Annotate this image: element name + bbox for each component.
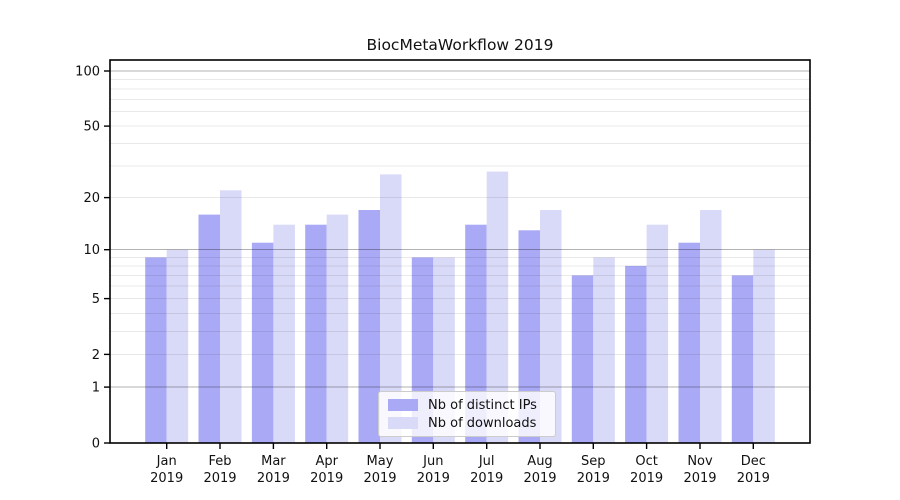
x-tick-year-apr: 2019	[310, 471, 343, 486]
x-tick-year-jul: 2019	[470, 471, 503, 486]
x-axis: Jan 2019 Feb 2019 Mar 2019 Apr 2019 May 2019 Jun 20…	[150, 443, 770, 486]
bar-downloads-apr	[326, 214, 349, 443]
chart-title: BiocMetaWorkflow 2019	[366, 36, 554, 54]
y-tick-label-100: 100	[75, 65, 100, 80]
x-tick-label-feb: Feb	[208, 454, 231, 469]
bar-distinct-ips-aug	[518, 230, 540, 443]
bar-downloads-sep	[593, 257, 615, 443]
bar-downloads-oct	[646, 224, 669, 443]
y-tick-label-0: 0	[92, 437, 100, 452]
x-tick-label-jan: Jan	[156, 454, 177, 469]
x-tick-label-mar: Mar	[261, 454, 286, 469]
x-tick-label-dec: Dec	[741, 454, 766, 469]
y-tick-label-5: 5	[92, 292, 100, 307]
bar-downloads-feb	[220, 190, 242, 443]
y-tick-label-10: 10	[83, 243, 100, 258]
legend: Nb of distinct IPs Nb of downloads	[378, 391, 556, 437]
bar-distinct-ips-jan	[145, 257, 167, 443]
legend-label-distinct-ips: Nb of distinct IPs	[428, 397, 537, 413]
legend-item-downloads: Nb of downloads	[388, 416, 547, 431]
axes-spines	[109, 59, 811, 444]
x-tick-year-feb: 2019	[203, 471, 236, 486]
bar-distinct-ips-oct	[625, 265, 647, 443]
bar-downloads-jan	[166, 249, 189, 443]
bar-downloads-dec	[753, 249, 775, 443]
y-tick-label-2: 2	[92, 348, 100, 363]
x-tick-year-jan: 2019	[150, 471, 183, 486]
y-tick-label-20: 20	[83, 191, 100, 206]
y-tick-label-1: 1	[92, 381, 100, 396]
bar-distinct-ips-apr	[305, 224, 327, 443]
x-tick-label-jun: Jun	[422, 454, 443, 469]
x-tick-year-sep: 2019	[577, 471, 610, 486]
x-tick-year-jun: 2019	[417, 471, 450, 486]
legend-swatch-downloads	[388, 417, 418, 429]
bar-downloads-nov	[700, 210, 722, 443]
bar-downloads-jul	[486, 171, 509, 443]
bar-distinct-ips-jul	[465, 224, 487, 443]
x-tick-label-oct: Oct	[635, 454, 657, 469]
bar-distinct-ips-feb	[198, 214, 220, 443]
bar-downloads-mar	[273, 224, 295, 443]
bar-distinct-ips-nov	[678, 242, 700, 443]
x-tick-label-sep: Sep	[581, 454, 606, 469]
x-tick-label-may: May	[367, 454, 394, 469]
gridlines-group	[110, 70, 810, 388]
legend-swatch-distinct-ips	[388, 399, 418, 411]
bar-downloads-may	[380, 174, 402, 443]
x-tick-year-may: 2019	[363, 471, 396, 486]
bar-distinct-ips-dec	[731, 275, 754, 443]
x-tick-label-aug: Aug	[527, 454, 552, 469]
x-tick-year-oct: 2019	[630, 471, 663, 486]
x-tick-label-jul: Jul	[478, 454, 495, 469]
x-tick-year-mar: 2019	[257, 471, 290, 486]
x-tick-label-apr: Apr	[315, 454, 338, 469]
bar-distinct-ips-may	[358, 210, 380, 443]
bar-downloads-aug	[540, 210, 562, 443]
legend-label-downloads: Nb of downloads	[428, 415, 537, 431]
x-tick-label-nov: Nov	[687, 454, 713, 469]
x-tick-year-aug: 2019	[523, 471, 556, 486]
x-tick-year-nov: 2019	[683, 471, 716, 486]
y-axis: 0 1 2 5 10 20 50 100	[75, 65, 110, 452]
x-tick-year-dec: 2019	[737, 471, 770, 486]
legend-item-distinct-ips: Nb of distinct IPs	[388, 398, 547, 413]
bar-distinct-ips-mar	[251, 242, 274, 443]
bar-distinct-ips-sep	[571, 275, 594, 443]
y-tick-label-50: 50	[83, 120, 100, 135]
